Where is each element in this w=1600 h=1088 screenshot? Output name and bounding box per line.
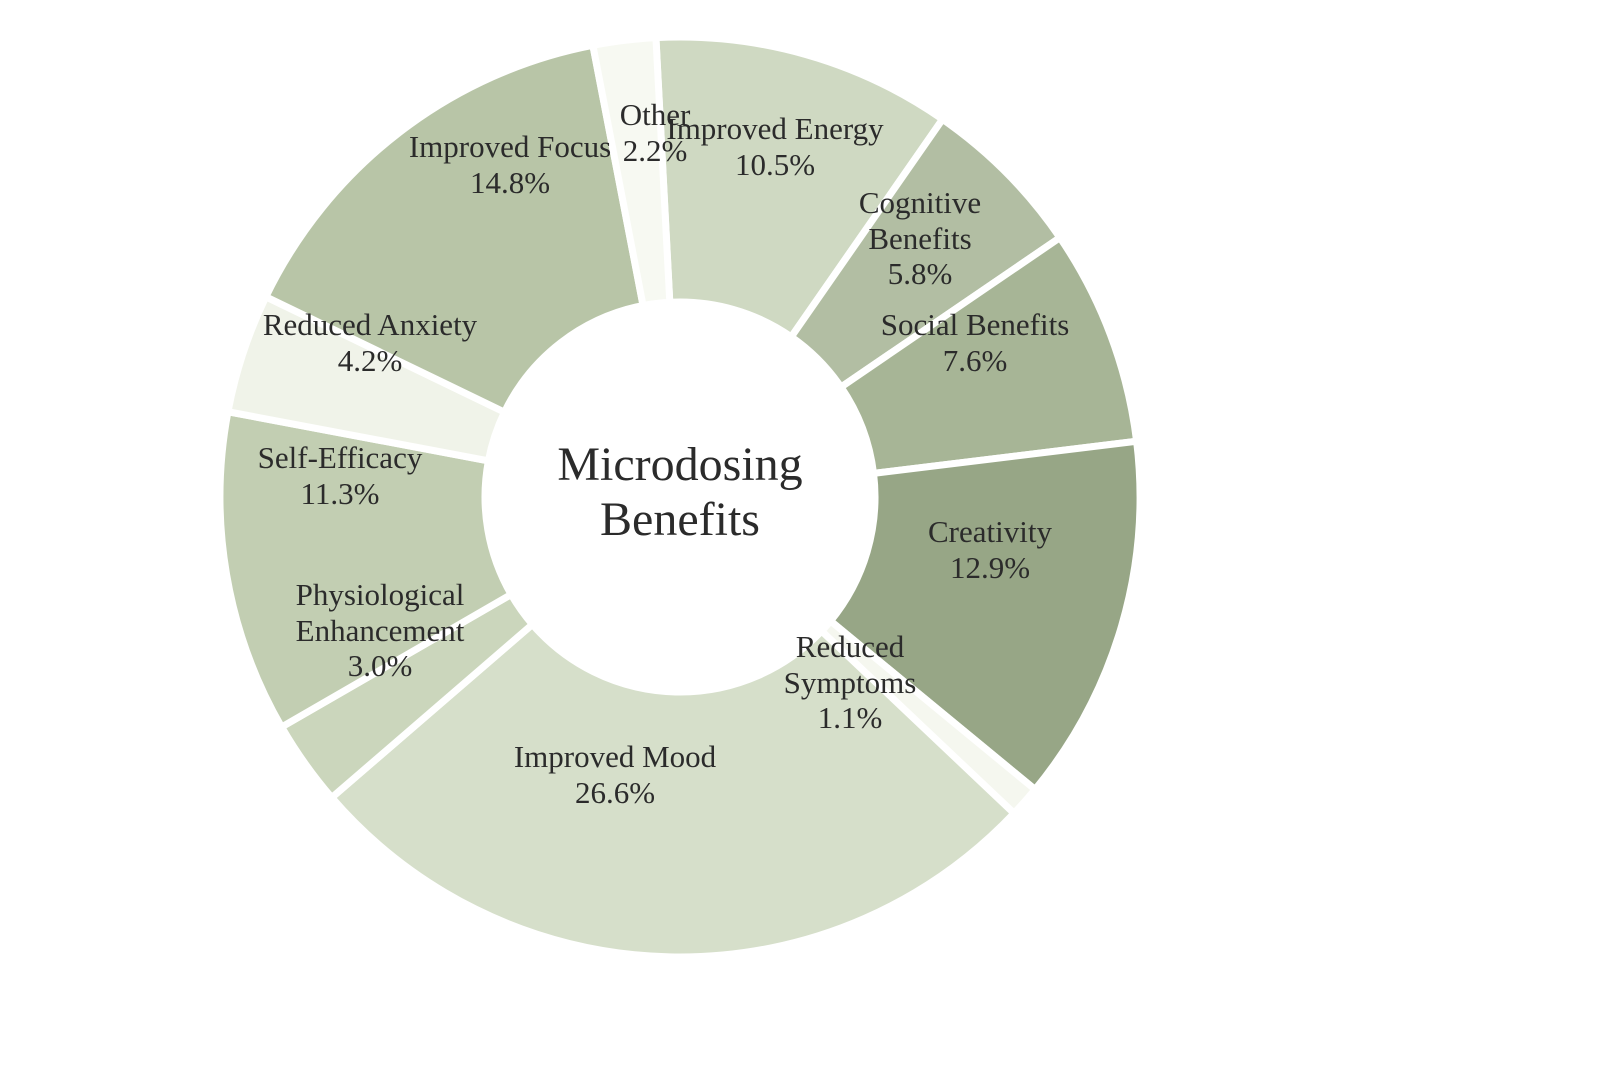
chart-stage: Microdosing Benefits Improved Energy10.5…	[0, 0, 1600, 1088]
doughnut-hole	[485, 302, 875, 692]
doughnut-chart	[0, 0, 1600, 1088]
